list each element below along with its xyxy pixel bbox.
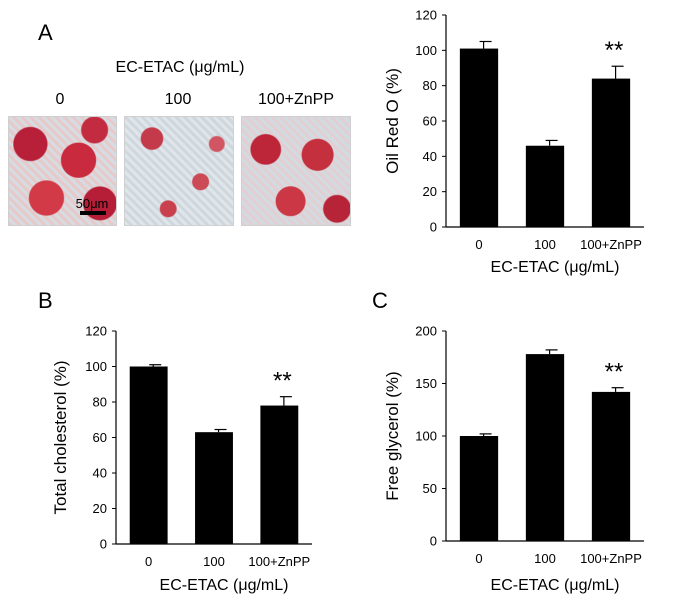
significance-marker: ** bbox=[605, 359, 624, 386]
micrograph-100-znpp bbox=[241, 116, 351, 226]
y-tick-label: 50 bbox=[423, 481, 437, 496]
y-tick-label: 80 bbox=[423, 78, 437, 93]
y-tick-label: 150 bbox=[415, 376, 437, 391]
micrograph-0 bbox=[8, 116, 117, 226]
x-axis-label: EC-ETAC (μg/mL) bbox=[491, 259, 620, 276]
x-tick-label: 0 bbox=[475, 551, 482, 566]
y-tick-label: 100 bbox=[415, 429, 437, 444]
y-tick-label: 60 bbox=[93, 430, 107, 445]
y-tick-label: 100 bbox=[415, 43, 437, 58]
panel-label-a: A bbox=[38, 20, 53, 45]
x-tick-label: 100 bbox=[203, 554, 225, 569]
bar-free-glycerol-2 bbox=[591, 391, 631, 541]
scale-bar-label: 50μm bbox=[76, 196, 109, 211]
x-tick-label: 0 bbox=[145, 554, 152, 569]
y-tick-label: 40 bbox=[423, 149, 437, 164]
bar-total-cholesterol-0 bbox=[129, 366, 168, 544]
y-tick-label: 200 bbox=[415, 324, 437, 339]
y-tick-label: 0 bbox=[100, 537, 107, 552]
y-axis-label: Free glycerol (%) bbox=[383, 371, 402, 500]
scale-bar bbox=[80, 211, 106, 215]
bar-oil-red-o-2 bbox=[591, 78, 631, 227]
micrograph-treatment-label: EC-ETAC (μg/mL) bbox=[116, 59, 245, 76]
panel-label-b: B bbox=[38, 288, 53, 313]
bar-free-glycerol-1 bbox=[525, 354, 565, 541]
bar-free-glycerol-0 bbox=[459, 436, 499, 541]
y-tick-label: 120 bbox=[415, 8, 437, 23]
bar-oil-red-o-1 bbox=[525, 145, 565, 227]
bar-oil-red-o-0 bbox=[459, 48, 499, 227]
y-tick-label: 80 bbox=[93, 395, 107, 410]
x-tick-label: 100 bbox=[534, 551, 556, 566]
x-tick-label: 0 bbox=[475, 237, 482, 252]
x-tick-label: 100+ZnPP bbox=[580, 237, 642, 252]
chart-free-glycerol: 0 50 100 150 200 0 100 100+ZnPP ** Free glycerol … bbox=[383, 324, 644, 594]
x-tick-label: 100+ZnPP bbox=[580, 551, 642, 566]
micrograph-condition-0: 0 bbox=[56, 91, 65, 108]
x-axis-label: EC-ETAC (μg/mL) bbox=[491, 577, 620, 594]
y-tick-label: 20 bbox=[93, 501, 107, 516]
x-tick-label: 100 bbox=[534, 237, 556, 252]
y-tick-label: 40 bbox=[93, 466, 107, 481]
y-tick-label: 20 bbox=[423, 184, 437, 199]
y-tick-label: 0 bbox=[430, 534, 437, 549]
micrograph-100 bbox=[124, 116, 234, 226]
significance-marker: ** bbox=[605, 37, 624, 64]
y-axis-label: Total cholesterol (%) bbox=[51, 360, 70, 514]
y-tick-label: 60 bbox=[423, 114, 437, 129]
bar-total-cholesterol-1 bbox=[195, 432, 233, 544]
chart-total-cholesterol: 0 20 40 60 80 100 120 0 100 100+ZnPP ** Total chole… bbox=[51, 324, 312, 594]
bar-total-cholesterol-2 bbox=[260, 405, 299, 544]
micrograph-condition-100-znpp: 100+ZnPP bbox=[258, 91, 334, 108]
y-tick-label: 100 bbox=[85, 359, 107, 374]
chart-oil-red-o: 0 20 40 60 80 100 120 0 100 100+ZnPP ** Oil Red O (… bbox=[383, 8, 644, 276]
significance-marker: ** bbox=[273, 368, 292, 395]
panel-label-c: C bbox=[372, 288, 388, 313]
x-tick-label: 100+ZnPP bbox=[248, 554, 310, 569]
y-tick-label: 0 bbox=[430, 220, 437, 235]
x-axis-label: EC-ETAC (μg/mL) bbox=[160, 577, 289, 594]
y-axis-label: Oil Red O (%) bbox=[383, 68, 402, 174]
y-tick-label: 120 bbox=[85, 324, 107, 339]
micrograph-condition-100: 100 bbox=[165, 91, 192, 108]
